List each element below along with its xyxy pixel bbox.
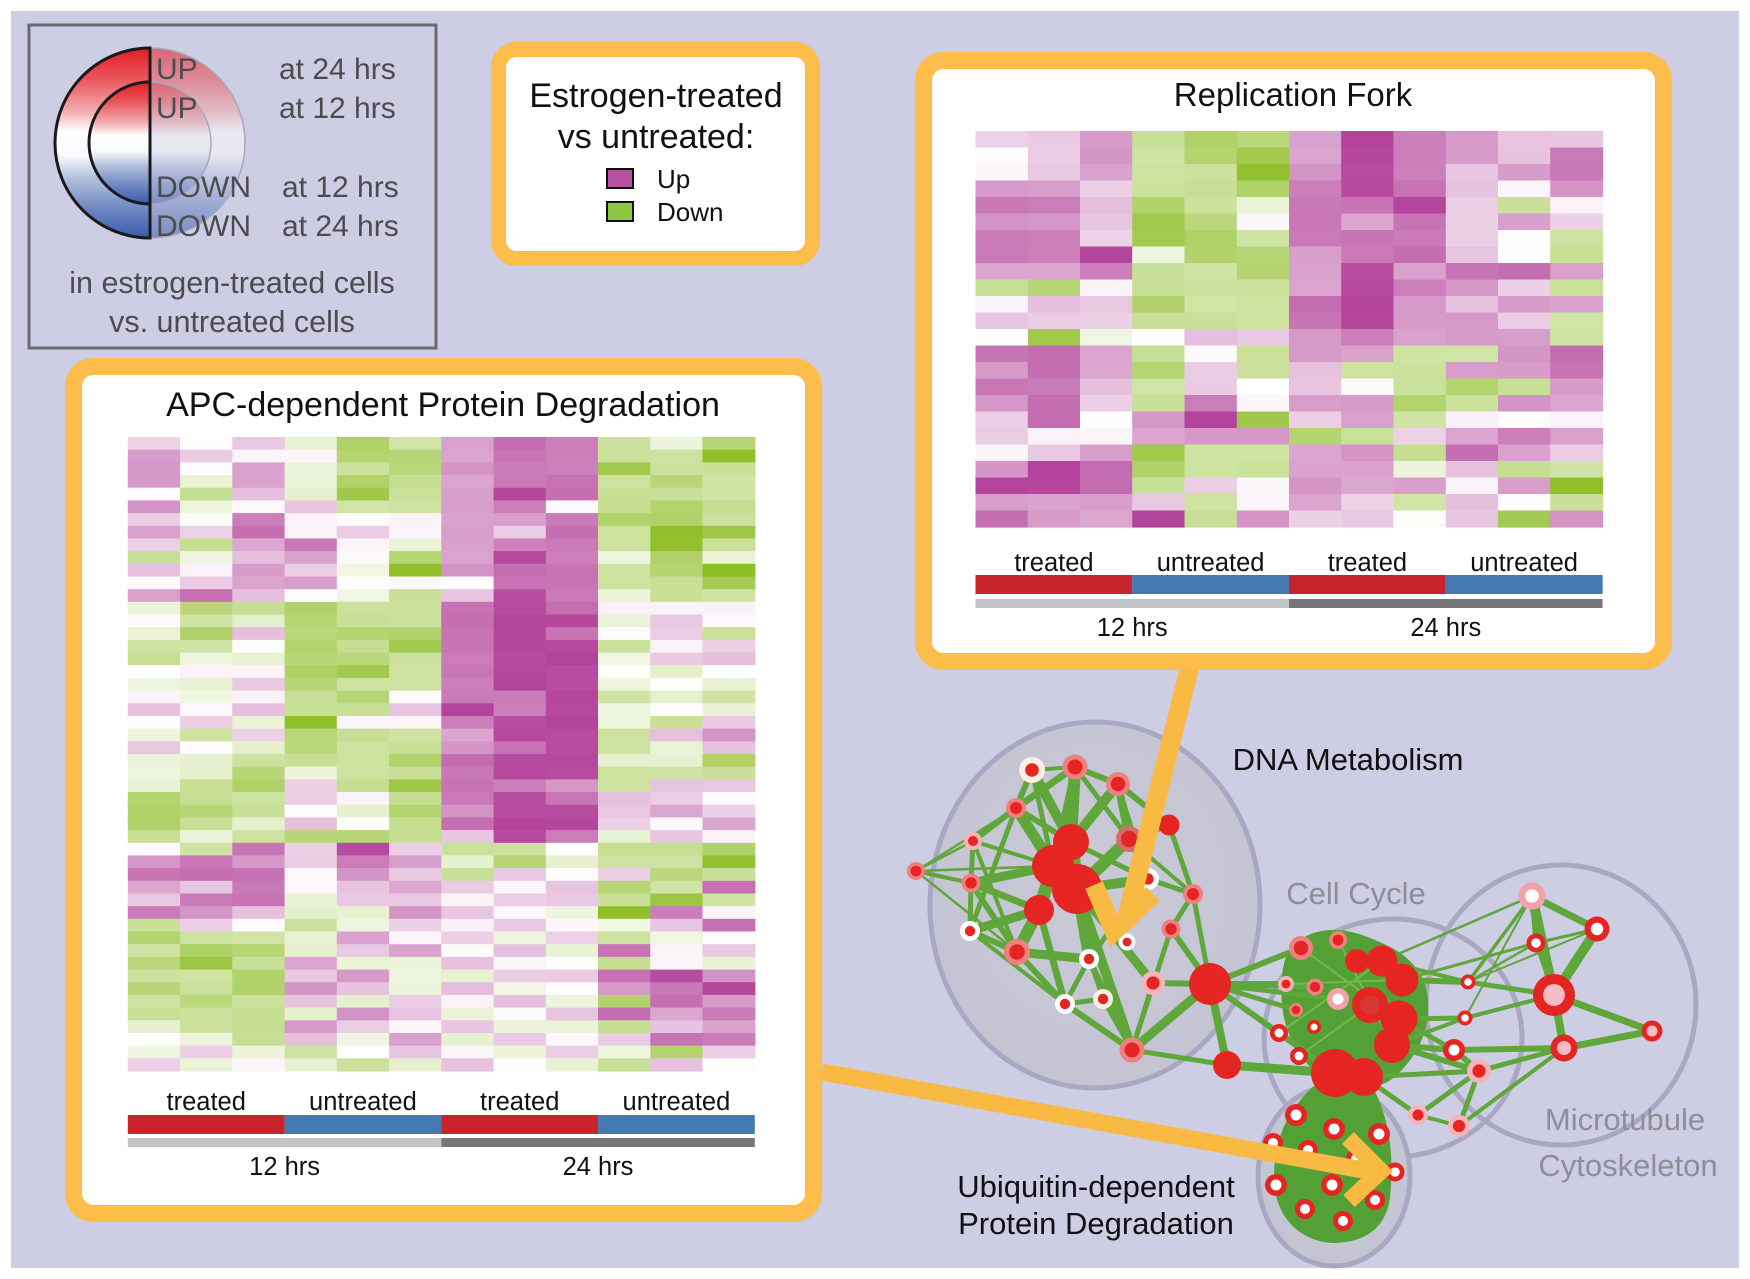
svg-text:Cytoskeleton: Cytoskeleton — [1538, 1148, 1717, 1183]
svg-text:at 12 hrs: at 12 hrs — [282, 171, 399, 204]
svg-text:12 hrs: 12 hrs — [249, 1153, 320, 1181]
svg-text:DOWN: DOWN — [156, 171, 251, 204]
svg-text:vs untreated:: vs untreated: — [558, 118, 755, 156]
svg-text:at 24 hrs: at 24 hrs — [279, 53, 396, 86]
svg-text:untreated: untreated — [1470, 549, 1578, 577]
svg-text:24 hrs: 24 hrs — [1410, 614, 1481, 642]
svg-text:Up: Up — [657, 164, 690, 194]
svg-text:UP: UP — [156, 92, 198, 125]
svg-text:12 hrs: 12 hrs — [1097, 614, 1168, 642]
svg-text:DOWN: DOWN — [156, 210, 251, 243]
svg-text:Replication Fork: Replication Fork — [1174, 76, 1413, 113]
svg-text:Down: Down — [657, 197, 723, 227]
svg-text:Cell Cycle: Cell Cycle — [1286, 876, 1426, 911]
svg-text:Estrogen-treated: Estrogen-treated — [529, 77, 782, 115]
svg-text:in estrogen-treated cells: in estrogen-treated cells — [69, 266, 395, 300]
svg-text:Ubiquitin-dependent: Ubiquitin-dependent — [957, 1169, 1235, 1204]
svg-text:vs. untreated cells: vs. untreated cells — [109, 305, 355, 339]
svg-text:treated: treated — [167, 1088, 246, 1116]
svg-text:treated: treated — [480, 1088, 559, 1116]
svg-text:DNA Metabolism: DNA Metabolism — [1233, 742, 1464, 777]
svg-text:untreated: untreated — [309, 1088, 417, 1116]
svg-text:APC-dependent Protein Degradat: APC-dependent Protein Degradation — [166, 386, 720, 424]
svg-text:untreated: untreated — [623, 1088, 731, 1116]
svg-text:at 12 hrs: at 12 hrs — [279, 92, 396, 125]
svg-text:untreated: untreated — [1157, 549, 1265, 577]
svg-text:UP: UP — [156, 53, 198, 86]
svg-text:24 hrs: 24 hrs — [563, 1153, 634, 1181]
svg-text:Microtubule: Microtubule — [1545, 1102, 1705, 1137]
svg-text:Protein Degradation: Protein Degradation — [958, 1206, 1234, 1241]
svg-text:at 24 hrs: at 24 hrs — [282, 210, 399, 243]
svg-text:treated: treated — [1014, 549, 1093, 577]
svg-text:treated: treated — [1328, 549, 1407, 577]
